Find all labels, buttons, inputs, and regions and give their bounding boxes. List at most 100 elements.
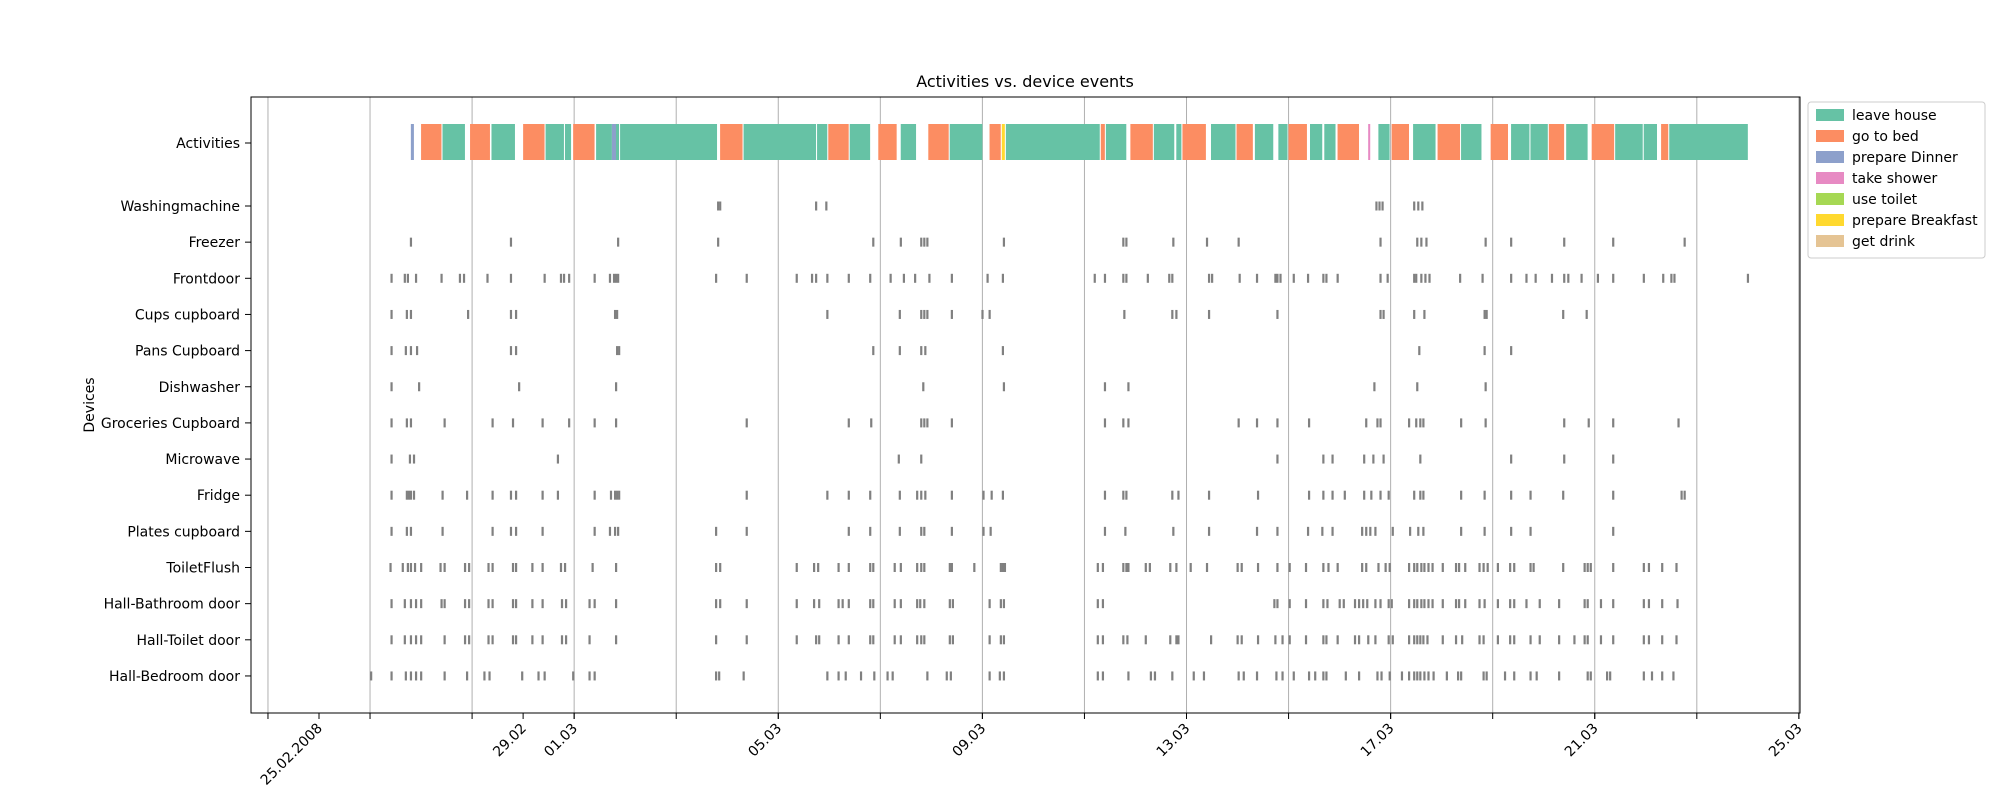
device-event — [1427, 599, 1430, 609]
device-event — [1001, 563, 1005, 572]
device-event — [1483, 526, 1486, 536]
device-event — [1327, 563, 1330, 572]
x-tick-label: 25.02.2008 — [258, 721, 326, 789]
device-event — [1525, 273, 1528, 283]
activity-bar — [1288, 124, 1307, 160]
device-event — [560, 635, 564, 645]
device-event — [414, 599, 418, 609]
device-event — [1103, 490, 1107, 500]
device-event — [717, 237, 720, 247]
device-event — [893, 599, 896, 609]
activity-bar — [573, 124, 595, 160]
device-event — [973, 563, 976, 572]
activity-bar — [1182, 124, 1206, 160]
device-event — [390, 671, 393, 681]
device-event — [1256, 490, 1260, 500]
device-event — [568, 273, 571, 283]
device-event — [1256, 635, 1260, 645]
device-event — [1409, 526, 1412, 536]
device-event — [1483, 309, 1486, 319]
device-event — [869, 526, 872, 536]
device-event — [837, 563, 840, 572]
device-event — [1362, 599, 1365, 609]
device-event — [898, 526, 901, 536]
activity-bar — [1437, 124, 1461, 160]
device-event — [1343, 490, 1346, 500]
device-event — [1599, 635, 1603, 645]
device-event — [1612, 273, 1615, 283]
device-event — [916, 563, 919, 572]
x-tick-label: 17.03 — [1358, 721, 1398, 761]
device-event — [531, 635, 534, 645]
device-event — [1485, 671, 1488, 681]
device-event — [1255, 671, 1259, 681]
device-event — [1422, 490, 1425, 500]
device-event — [1416, 382, 1419, 392]
device-event — [1307, 490, 1311, 500]
device-event — [715, 671, 718, 681]
y-tick-label: Washingmachine — [120, 199, 240, 215]
device-event — [745, 490, 748, 500]
device-event — [1509, 599, 1512, 609]
device-event — [1003, 563, 1007, 572]
y-tick-label: ToiletFlush — [165, 561, 240, 577]
device-event — [462, 273, 466, 283]
device-event — [443, 635, 446, 645]
device-event — [812, 599, 816, 609]
device-event — [825, 201, 828, 211]
device-event — [923, 309, 926, 319]
device-event — [1002, 382, 1006, 392]
device-event — [1123, 309, 1126, 319]
device-event — [1420, 599, 1423, 609]
device-event — [920, 309, 923, 319]
device-event — [1583, 599, 1586, 609]
device-event — [1103, 526, 1107, 536]
device-event — [1274, 273, 1277, 283]
device-event — [990, 490, 993, 500]
device-event — [1496, 635, 1499, 645]
device-event — [1534, 273, 1537, 283]
activity-bar — [1490, 124, 1508, 160]
device-event — [443, 563, 446, 572]
device-event — [509, 346, 513, 356]
device-event — [531, 599, 534, 609]
device-event — [1416, 563, 1419, 572]
legend-swatch — [1816, 130, 1844, 142]
device-event — [409, 599, 413, 609]
device-event — [951, 599, 954, 609]
device-event — [491, 490, 494, 500]
device-event — [1379, 418, 1382, 428]
device-event — [945, 671, 948, 681]
legend-swatch — [1816, 235, 1844, 247]
device-event — [1321, 526, 1324, 536]
device-event — [1563, 273, 1566, 283]
device-event — [1661, 671, 1664, 681]
device-event — [463, 599, 467, 609]
device-event — [718, 671, 721, 681]
device-event — [1326, 599, 1329, 609]
device-event — [1529, 671, 1532, 681]
device-event — [509, 526, 513, 536]
device-event — [390, 309, 393, 319]
device-event — [1361, 563, 1364, 572]
device-event — [745, 526, 748, 536]
device-event — [1416, 635, 1419, 645]
device-event — [1513, 563, 1516, 572]
device-event — [1342, 599, 1345, 609]
device-event — [924, 346, 927, 356]
device-event — [1236, 635, 1239, 645]
activity-bar — [491, 124, 515, 160]
activity-bar — [1661, 124, 1669, 160]
device-event — [1361, 526, 1364, 536]
device-event — [1376, 671, 1379, 681]
device-event — [1171, 309, 1174, 319]
device-event — [1417, 201, 1420, 211]
device-event — [409, 490, 413, 500]
device-event — [826, 490, 829, 500]
device-event — [514, 346, 518, 356]
plot-frame — [250, 96, 1801, 714]
device-event — [1419, 454, 1422, 464]
activity-bar — [1615, 124, 1643, 160]
device-event — [1382, 309, 1385, 319]
activity-bar — [1591, 124, 1615, 160]
